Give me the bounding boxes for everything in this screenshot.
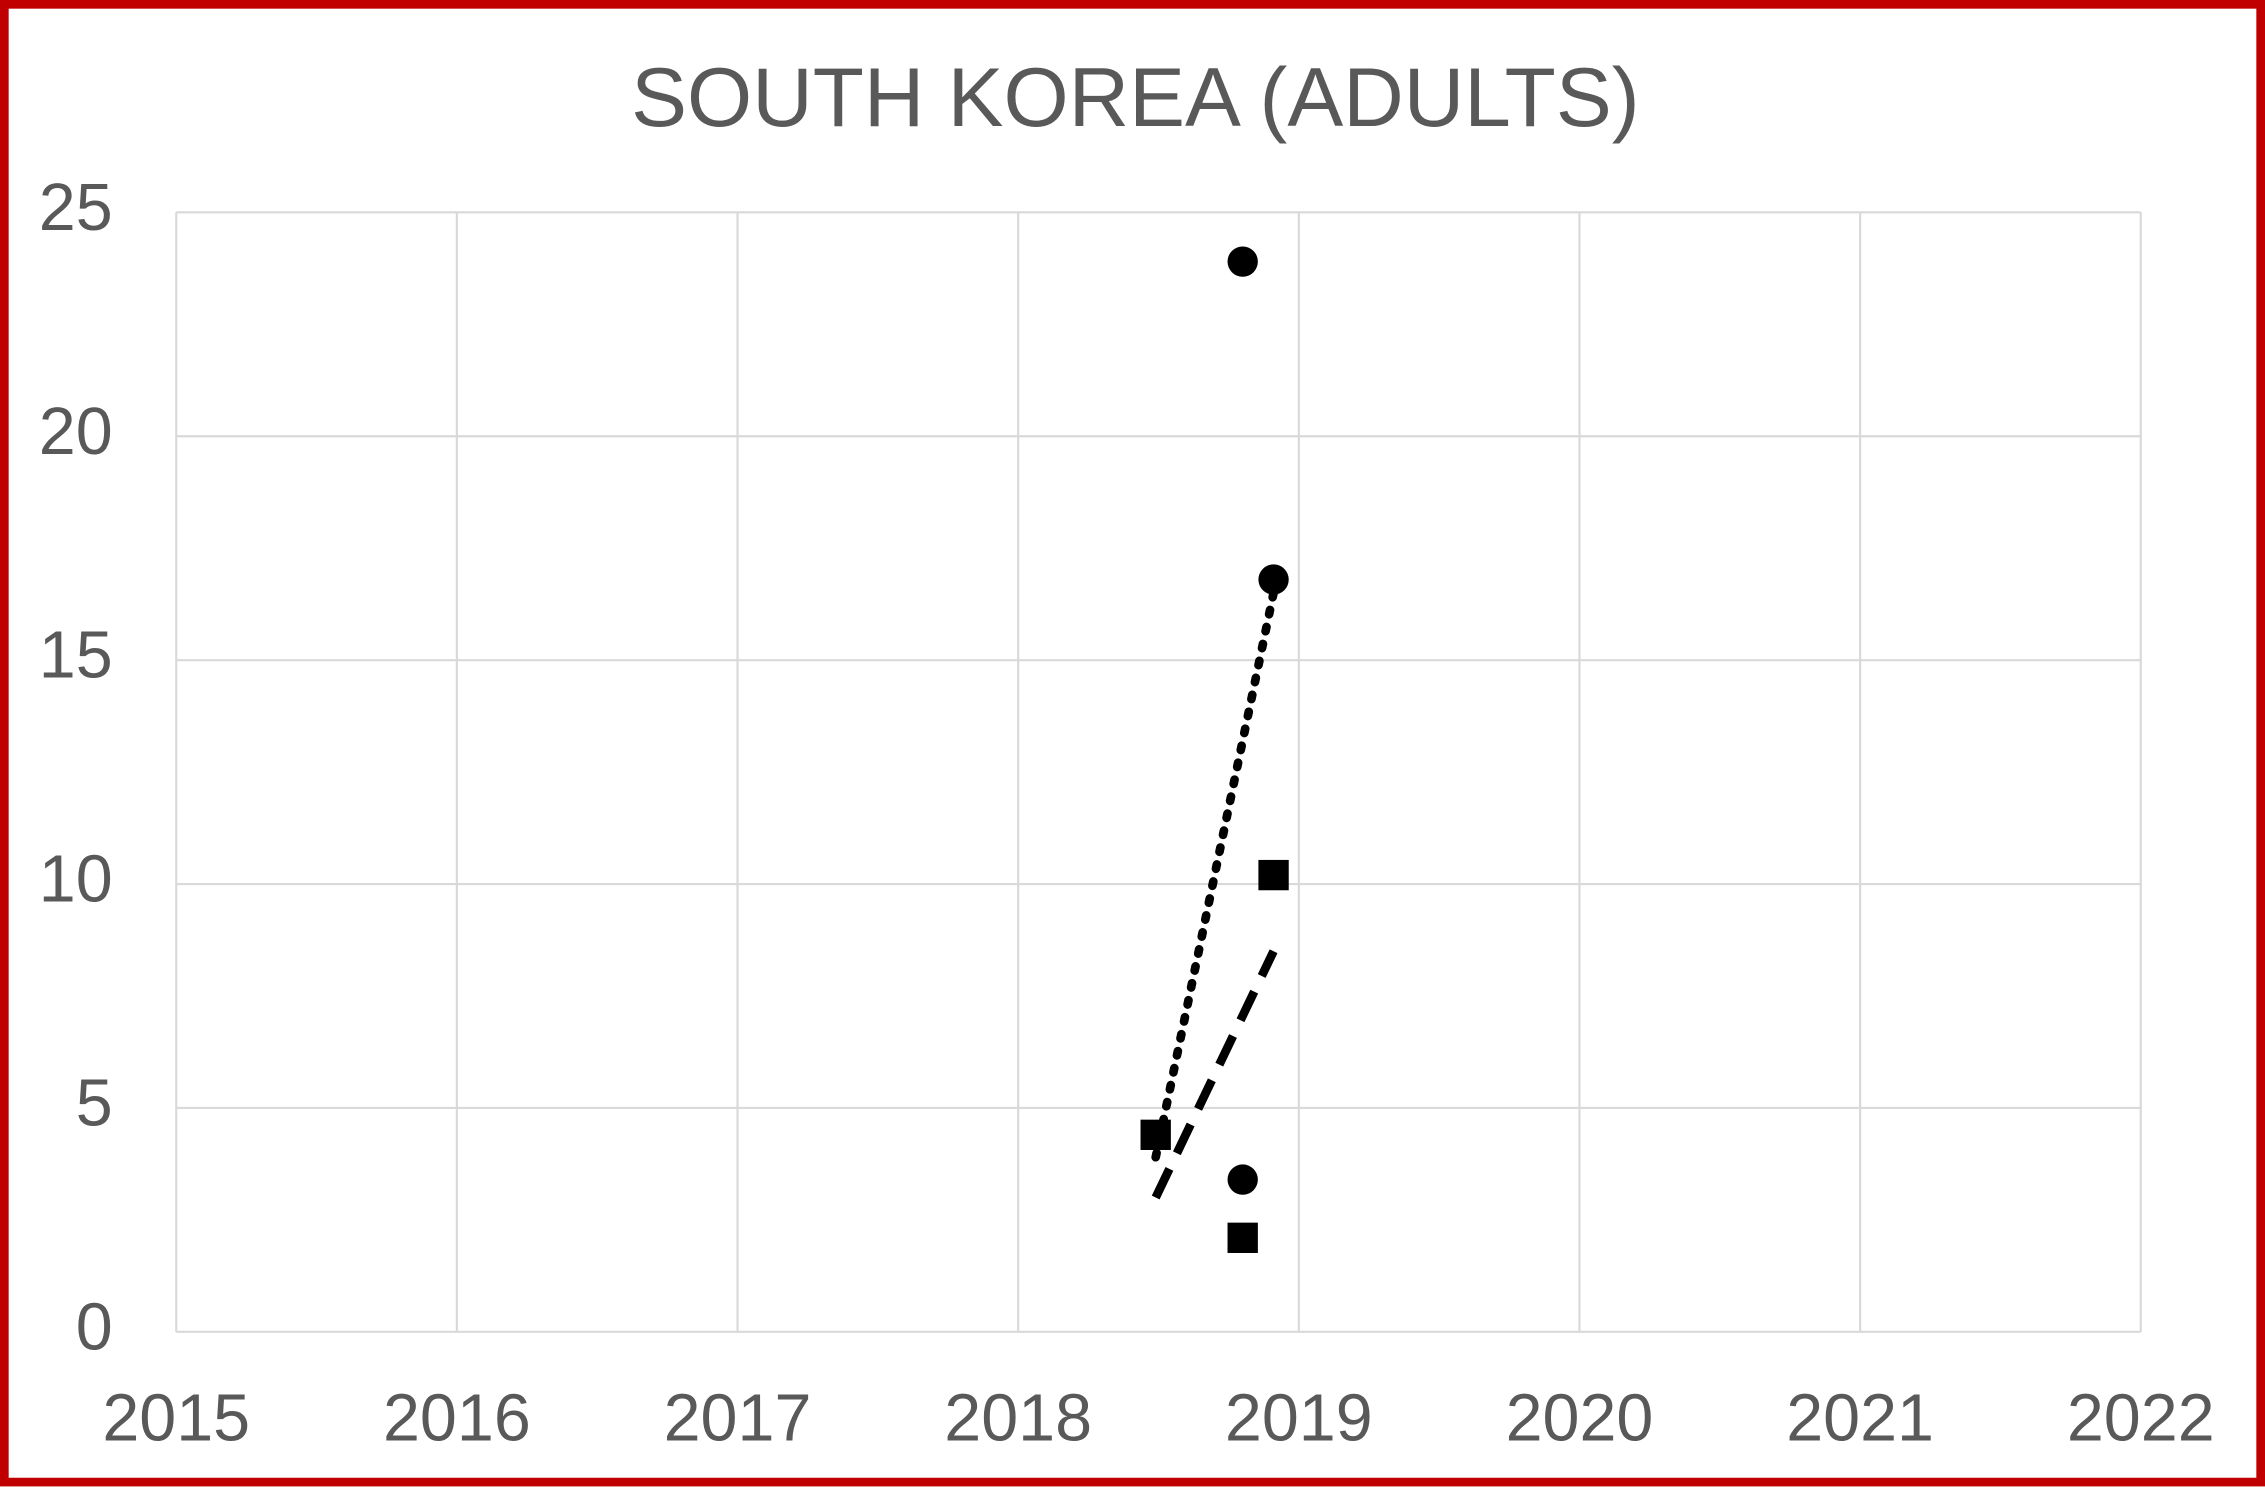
x-tick-label: 2020 bbox=[1506, 1381, 1654, 1455]
y-tick-label: 20 bbox=[39, 395, 113, 469]
square-marker bbox=[1140, 1119, 1171, 1150]
square-marker bbox=[1227, 1222, 1258, 1253]
x-tick-label: 2016 bbox=[383, 1381, 531, 1455]
y-tick-label: 10 bbox=[39, 843, 113, 917]
y-tick-label: 5 bbox=[76, 1066, 113, 1140]
circle-marker bbox=[1227, 1164, 1258, 1195]
x-tick-label: 2015 bbox=[102, 1381, 250, 1455]
y-tick-label: 0 bbox=[76, 1290, 113, 1364]
x-tick-label: 2022 bbox=[2067, 1381, 2215, 1455]
chart-title: SOUTH KOREA (ADULTS) bbox=[631, 50, 1639, 144]
y-tick-label: 15 bbox=[39, 619, 113, 693]
circle-marker bbox=[1258, 564, 1289, 595]
y-tick-label: 25 bbox=[39, 171, 113, 245]
trend-line bbox=[1151, 949, 1278, 1200]
x-tick-label: 2019 bbox=[1225, 1381, 1373, 1455]
square-marker bbox=[1258, 859, 1289, 891]
x-tick-label: 2018 bbox=[944, 1381, 1092, 1455]
circle-marker bbox=[1227, 246, 1258, 277]
x-tick-label: 2021 bbox=[1786, 1381, 1934, 1455]
x-tick-label: 2017 bbox=[664, 1381, 812, 1455]
